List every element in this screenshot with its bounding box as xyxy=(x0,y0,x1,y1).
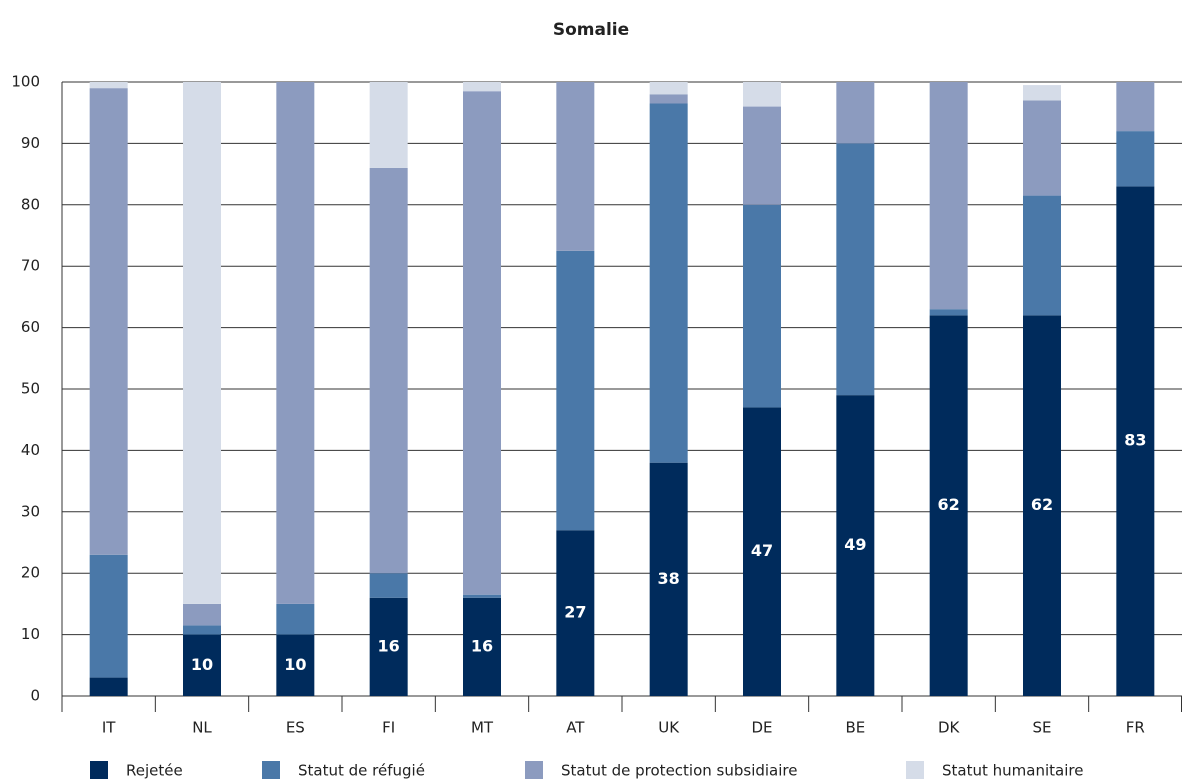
x-tick-label: MT xyxy=(471,719,494,737)
x-tick-label: UK xyxy=(658,719,680,737)
bar-segment xyxy=(836,395,875,696)
bar-segment xyxy=(1116,82,1155,132)
y-tick-label: 20 xyxy=(21,564,40,582)
bar-segment xyxy=(649,82,688,95)
bar-segment xyxy=(89,554,128,678)
bar-segment xyxy=(369,82,408,168)
y-tick-label: 0 xyxy=(30,687,40,705)
bar-segment xyxy=(1023,315,1061,696)
legend-swatch xyxy=(262,761,280,779)
legend-label: Statut humanitaire xyxy=(942,762,1083,780)
bar-segment xyxy=(1116,131,1155,187)
chart-title: Somalie xyxy=(553,20,629,40)
bar-segment xyxy=(276,82,315,604)
y-tick-label: 60 xyxy=(21,318,40,336)
bar-segment xyxy=(183,82,221,604)
bar-segment xyxy=(369,597,408,696)
x-tick-label: DK xyxy=(938,719,961,737)
legend-swatch xyxy=(525,761,543,779)
x-tick-label: DE xyxy=(751,719,772,737)
bar-segment xyxy=(89,677,128,696)
y-tick-label: 40 xyxy=(21,441,40,459)
x-tick-label: FR xyxy=(1126,719,1145,737)
x-tick-label: IT xyxy=(102,719,116,737)
bar-segment xyxy=(89,88,128,555)
bar-segment xyxy=(369,573,408,598)
legend-swatch xyxy=(906,761,924,779)
bar-segment xyxy=(463,91,501,595)
x-tick-label: SE xyxy=(1033,719,1052,737)
y-tick-label: 50 xyxy=(21,380,40,398)
bar-segment xyxy=(1023,85,1061,101)
y-tick-label: 70 xyxy=(21,257,40,275)
y-tick-label: 90 xyxy=(21,134,40,152)
x-tick-label: BE xyxy=(845,719,865,737)
bar-segment xyxy=(556,82,595,251)
data-label: 49 xyxy=(844,535,866,554)
bar-segment xyxy=(183,634,221,696)
data-label: 16 xyxy=(471,636,493,655)
bar-segment xyxy=(276,603,315,635)
bar-segment xyxy=(743,82,781,107)
legend-label: Statut de réfugié xyxy=(298,762,425,780)
x-tick-label: ES xyxy=(286,719,305,737)
legend-swatch xyxy=(90,761,108,779)
y-tick-label: 30 xyxy=(21,502,40,520)
bar-segment xyxy=(929,82,968,310)
bar-segment xyxy=(463,82,501,92)
data-label: 10 xyxy=(284,655,306,674)
data-label: 62 xyxy=(1031,495,1053,514)
x-tick-label: NL xyxy=(192,719,212,737)
data-label: 62 xyxy=(938,495,960,514)
bar-segment xyxy=(836,143,875,396)
legend-label: Rejetée xyxy=(126,762,183,780)
bar-segment xyxy=(276,634,315,696)
bar-segment xyxy=(463,597,501,696)
bar-segment xyxy=(556,530,595,696)
data-label: 10 xyxy=(191,655,213,674)
bar-segment xyxy=(89,82,128,89)
y-tick-label: 10 xyxy=(21,625,40,643)
data-label: 16 xyxy=(378,636,400,655)
bar-segment xyxy=(649,94,688,104)
data-label: 47 xyxy=(751,541,773,560)
bar-segment xyxy=(183,603,221,626)
bar-segment xyxy=(556,250,595,531)
bar-segment xyxy=(929,315,968,696)
x-tick-label: AT xyxy=(566,719,585,737)
bar-segment xyxy=(743,407,781,696)
bar-segment xyxy=(649,103,688,463)
bar-segment xyxy=(369,167,408,574)
data-label: 38 xyxy=(658,569,680,588)
y-tick-label: 80 xyxy=(21,195,40,213)
y-tick-label: 100 xyxy=(11,73,40,91)
data-label: 83 xyxy=(1124,431,1146,450)
bar-segment xyxy=(649,462,688,696)
bar-segment xyxy=(183,625,221,635)
bar-segment xyxy=(1023,100,1061,196)
legend-label: Statut de protection subsidiaire xyxy=(561,762,797,780)
data-label: 27 xyxy=(564,603,586,622)
bar-segment xyxy=(836,82,875,144)
bar-segment xyxy=(743,204,781,408)
bar-segment xyxy=(463,594,501,598)
bar-segment xyxy=(1116,186,1155,696)
bar-segment xyxy=(929,309,968,316)
x-tick-label: FI xyxy=(382,719,395,737)
bar-segment xyxy=(1023,195,1061,316)
bar-segment xyxy=(743,106,781,205)
